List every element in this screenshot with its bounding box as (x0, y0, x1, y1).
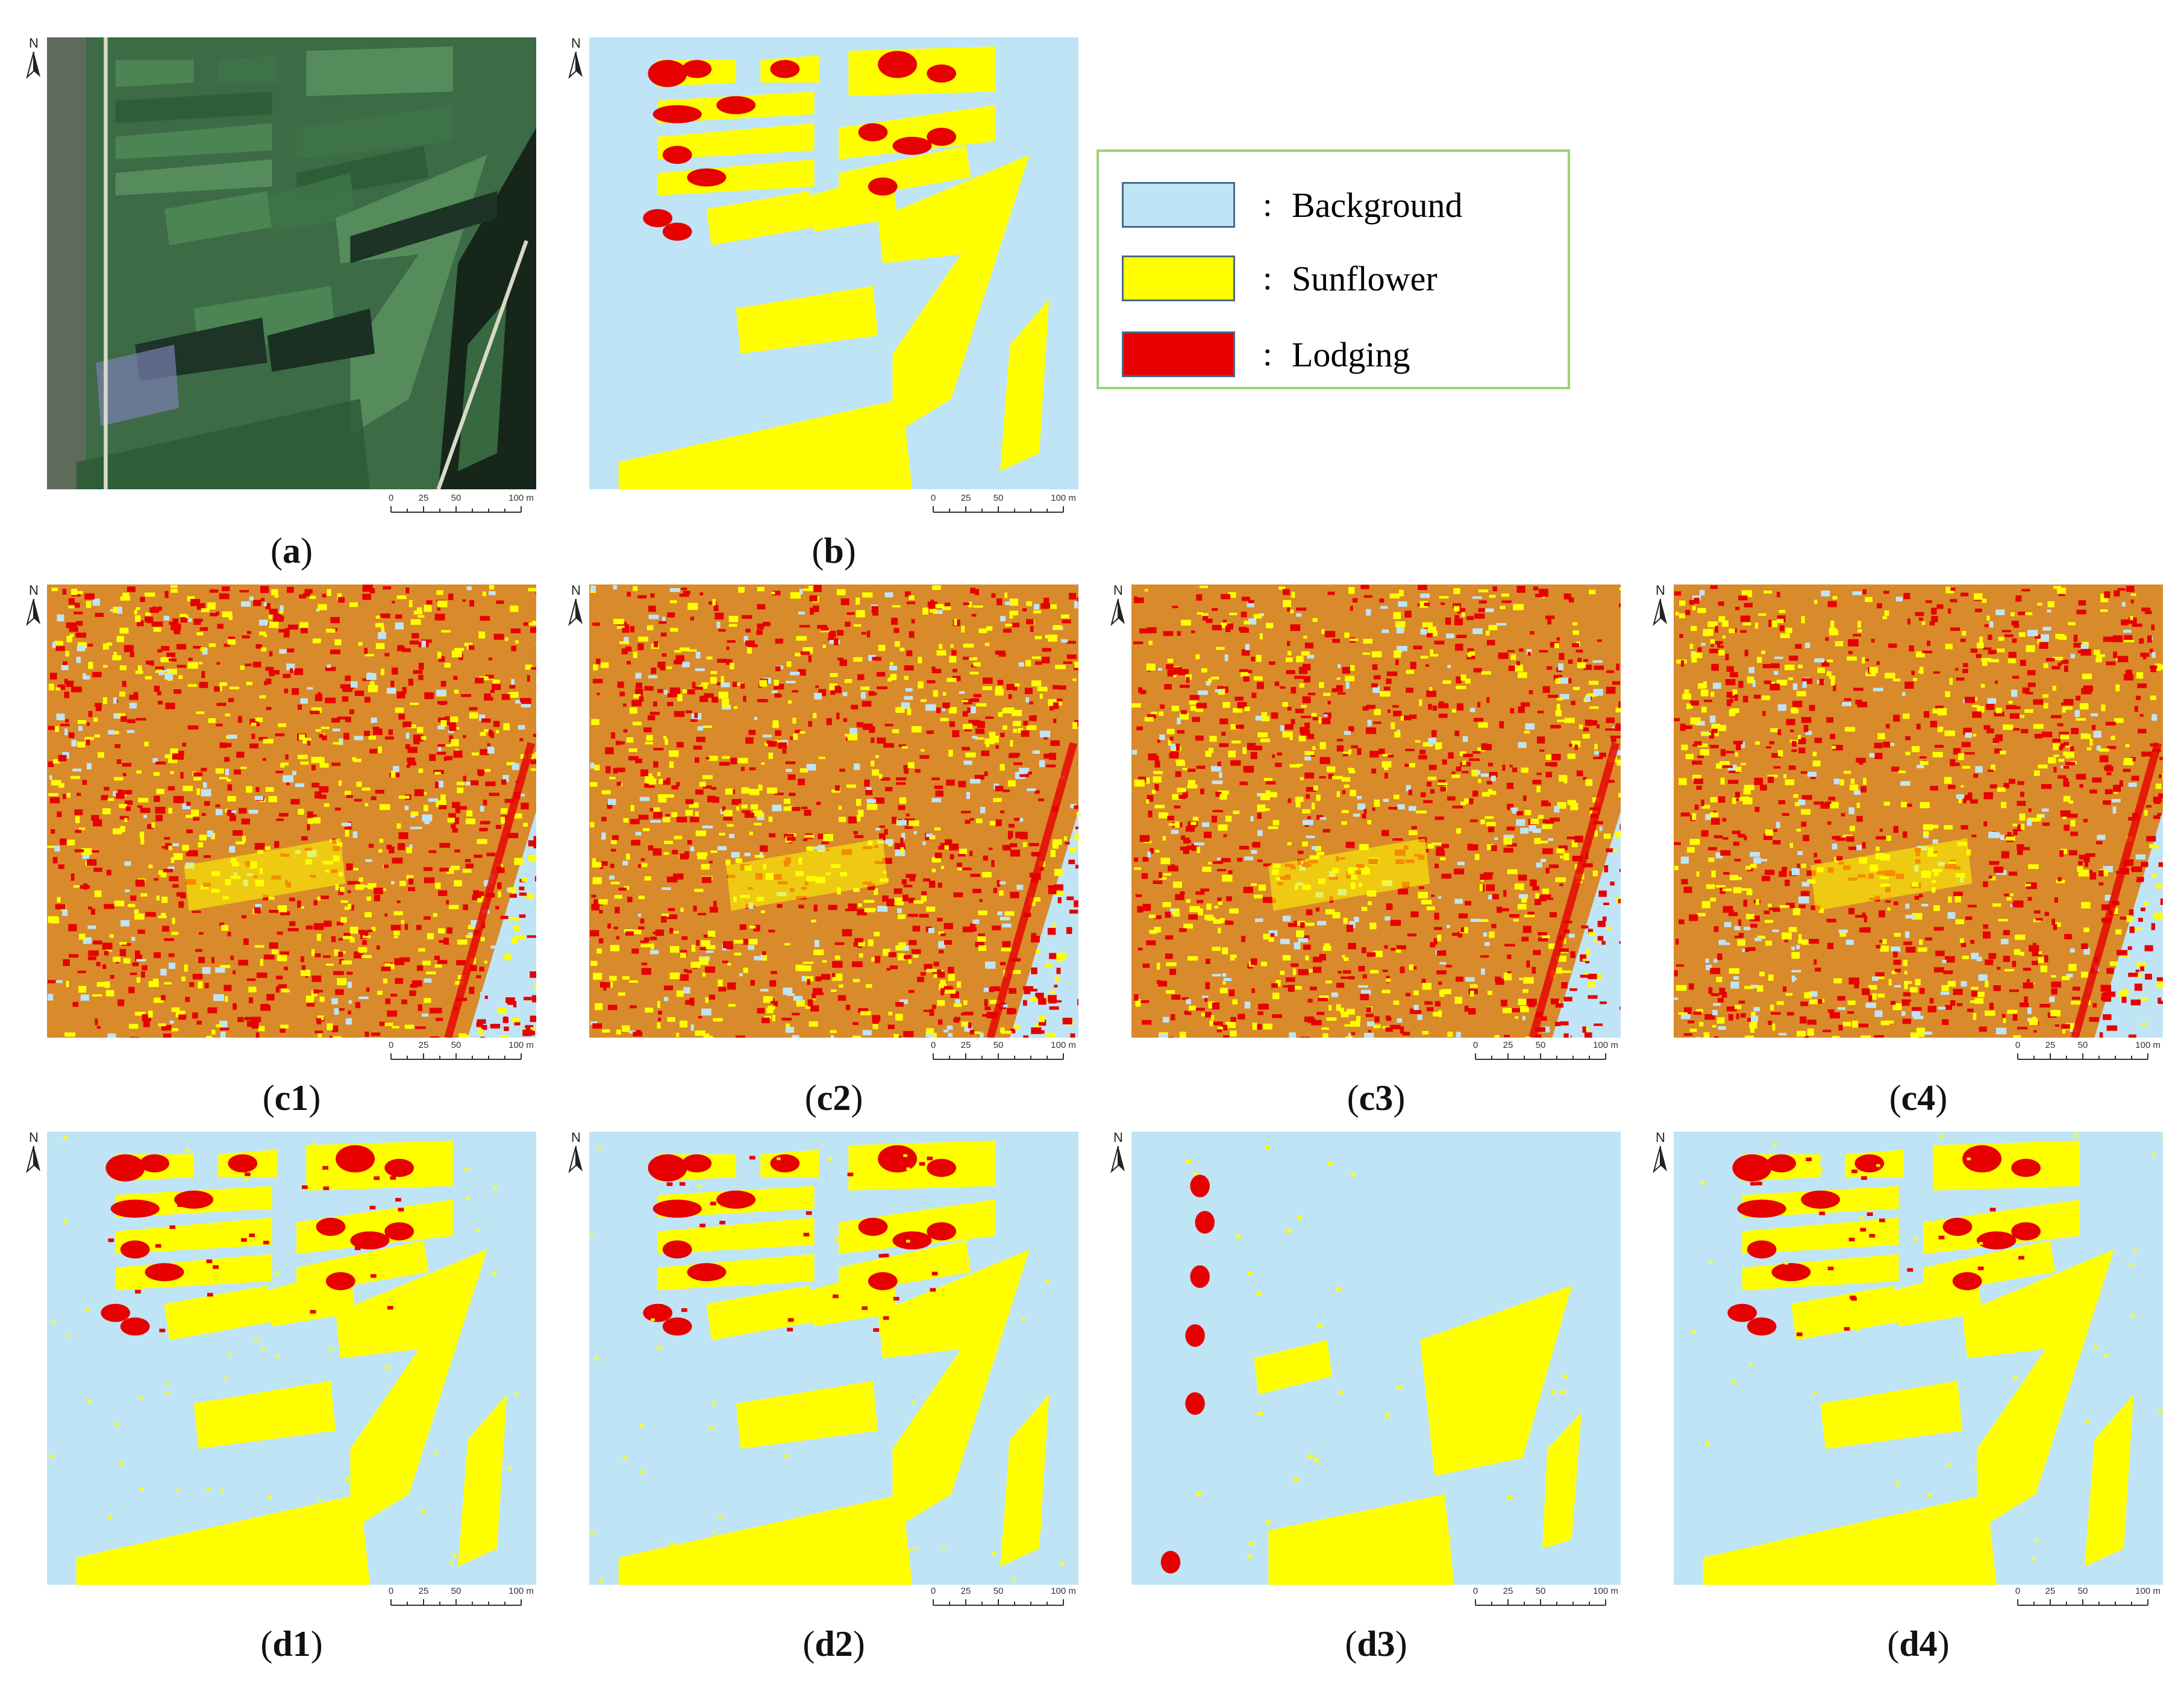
legend-item-sunflower: : Sunflower (1122, 254, 1438, 302)
north-arrow-icon: N (1106, 1130, 1130, 1174)
scale-bar: 0 25 50 100 m (388, 493, 534, 523)
panel-c2-map (589, 585, 1078, 1038)
scale-bar: 0 25 50 100 m (2015, 1040, 2161, 1070)
scale-label: 100 m (1051, 493, 1076, 503)
north-arrow-icon: N (22, 583, 46, 627)
legend-label-background: Background (1292, 185, 1463, 225)
scale-bar: 0 25 50 100 m (930, 1040, 1076, 1070)
scale-label: 100 m (508, 1586, 534, 1596)
scale-label: 0 (388, 493, 394, 503)
north-arrow-icon: N (22, 36, 46, 80)
caption-c4: (c4) (1889, 1078, 1948, 1118)
legend-swatch-background (1122, 182, 1235, 228)
scale-label: 50 (451, 493, 462, 503)
panel-c1-map (47, 585, 536, 1038)
panel-d3-map (1131, 1132, 1621, 1585)
scale-label: 0 (2015, 1040, 2021, 1050)
scale-bar: 0 25 50 100 m (2015, 1586, 2161, 1616)
scale-label: 0 (2015, 1586, 2021, 1596)
scale-bar: 0 25 50 100 m (388, 1586, 534, 1616)
caption-b: (b) (812, 531, 856, 571)
north-arrow-icon: N (564, 36, 588, 80)
scale-label: 100 m (508, 493, 534, 503)
caption-c3: (c3) (1347, 1078, 1406, 1118)
scale-bar: 0 25 50 100 m (388, 1040, 534, 1070)
scale-label: 100 m (1593, 1586, 1618, 1596)
scale-label: 0 (1472, 1040, 1478, 1050)
scale-label: 100 m (2135, 1040, 2161, 1050)
north-arrow-icon: N (1648, 1130, 1672, 1174)
panel-d4-map (1674, 1132, 2163, 1585)
legend-item-background: : Background (1122, 181, 1463, 229)
legend-separator: : (1263, 186, 1272, 224)
scale-label: 25 (2045, 1586, 2056, 1596)
north-arrow-icon: N (564, 583, 588, 627)
scale-label: 25 (960, 1586, 971, 1596)
scale-label: 100 m (1051, 1040, 1076, 1050)
scale-label: 50 (993, 1040, 1004, 1050)
scale-label: 0 (1472, 1586, 1478, 1596)
panel-b-ground-truth-map (589, 37, 1078, 489)
panel-a-rgb-image (47, 37, 536, 489)
caption-d3: (d3) (1345, 1624, 1407, 1664)
caption-d1: (d1) (260, 1624, 323, 1664)
scale-label: 50 (1535, 1040, 1546, 1050)
north-arrow-icon: N (1648, 583, 1672, 627)
legend-label-sunflower: Sunflower (1292, 259, 1438, 298)
caption-a: (a) (271, 531, 313, 571)
panel-d1-map (47, 1132, 536, 1585)
scale-label: 50 (993, 1586, 1004, 1596)
scale-label: 25 (960, 1040, 971, 1050)
scale-bar: 0 25 50 100 m (1473, 1040, 1618, 1070)
scale-label: 0 (388, 1586, 394, 1596)
scale-label: 25 (960, 493, 971, 503)
caption-c1: (c1) (262, 1078, 321, 1118)
north-arrow-icon: N (564, 1130, 588, 1174)
legend-swatch-sunflower (1122, 255, 1235, 301)
caption-c2: (c2) (804, 1078, 863, 1118)
legend-separator: : (1263, 336, 1272, 373)
scale-label: 0 (930, 1586, 936, 1596)
scale-label: 25 (1503, 1586, 1513, 1596)
scale-label: 100 m (2135, 1586, 2161, 1596)
scale-label: 50 (993, 493, 1004, 503)
legend-label-lodging: Lodging (1292, 334, 1410, 374)
scale-label: 0 (388, 1040, 394, 1050)
north-arrow-icon: N (1106, 583, 1130, 627)
scale-bar: 0 25 50 100 m (1473, 1586, 1618, 1616)
legend-item-lodging: : Lodging (1122, 330, 1410, 378)
caption-d2: (d2) (803, 1624, 865, 1664)
panel-c3-map (1131, 585, 1621, 1038)
scale-label: 50 (1535, 1586, 1546, 1596)
scale-label: 25 (418, 1586, 429, 1596)
scale-bar: 0 25 50 100 m (930, 1586, 1076, 1616)
scale-label: 0 (930, 493, 936, 503)
scale-label: 50 (451, 1040, 462, 1050)
scale-label: 50 (2077, 1040, 2088, 1050)
legend-separator: : (1263, 260, 1272, 297)
scale-label: 50 (2077, 1586, 2088, 1596)
caption-d4: (d4) (1887, 1624, 1950, 1664)
scale-label: 100 m (1051, 1586, 1076, 1596)
scale-bar: 0 25 50 100 m (930, 493, 1076, 523)
scale-label: 0 (930, 1040, 936, 1050)
scale-label: 25 (2045, 1040, 2056, 1050)
scale-label: 100 m (508, 1040, 534, 1050)
legend-swatch-lodging (1122, 331, 1235, 377)
scale-label: 25 (1503, 1040, 1513, 1050)
scale-label: 25 (418, 493, 429, 503)
scale-label: 25 (418, 1040, 429, 1050)
panel-c4-map (1674, 585, 2163, 1038)
scale-label: 50 (451, 1586, 462, 1596)
legend: : Background : Sunflower : Lodging (1097, 149, 1570, 389)
panel-d2-map (589, 1132, 1078, 1585)
north-arrow-icon: N (22, 1130, 46, 1174)
scale-label: 100 m (1593, 1040, 1618, 1050)
